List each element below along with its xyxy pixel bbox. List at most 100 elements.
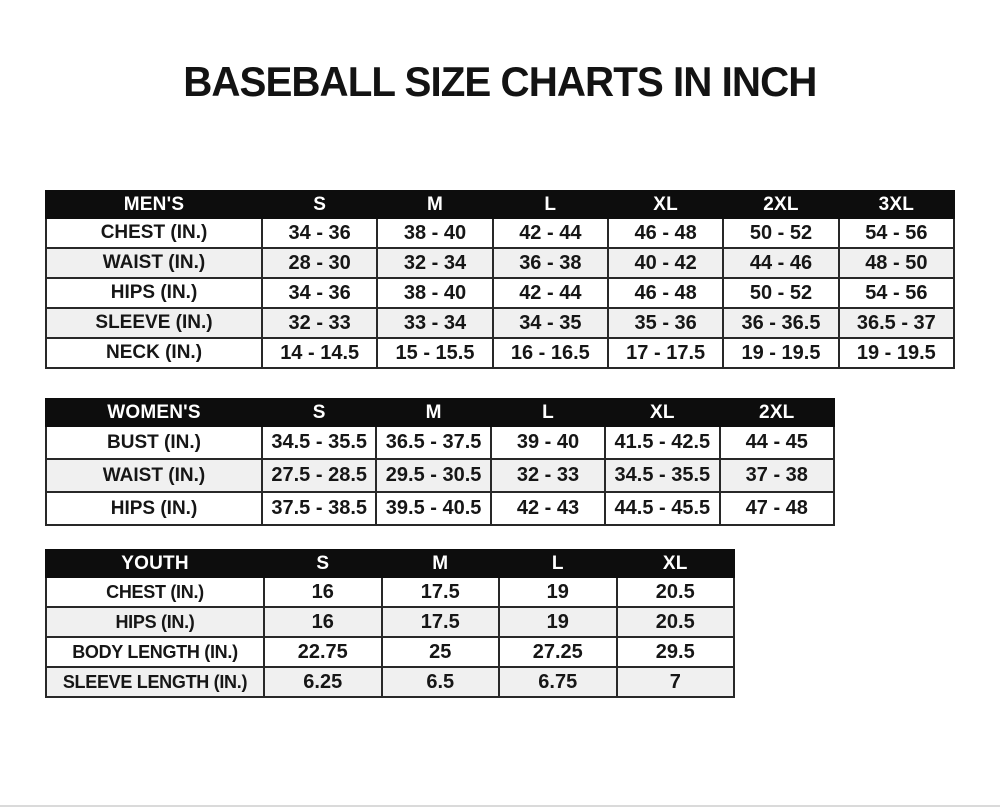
size-value-cell: 19 — [498, 576, 618, 608]
header-row: YOUTH S M L XL — [45, 549, 735, 578]
size-value-cell: 32 - 34 — [376, 247, 494, 279]
table-title-cell: WOMEN'S — [45, 398, 263, 427]
size-value-cell: 17.5 — [380, 606, 500, 638]
size-value-cell: 34 - 35 — [491, 307, 609, 339]
size-column-header: M — [375, 398, 492, 427]
size-value-cell: 39.5 - 40.5 — [375, 491, 492, 526]
size-value-cell: 16 — [263, 606, 383, 638]
table-row: WAIST (IN.) 27.5 - 28.5 29.5 - 30.5 32 - 33… — [45, 458, 836, 493]
size-column-header: XL — [615, 549, 735, 578]
size-value-cell: 42 - 43 — [489, 491, 607, 526]
size-value-cell: 7 — [615, 666, 735, 698]
size-value-cell: 32 - 33 — [260, 307, 379, 339]
size-value-cell: 6.25 — [263, 666, 383, 698]
table-row: CHEST (IN.) 34 - 36 38 - 40 42 - 44 46 - 48 5… — [45, 217, 956, 249]
size-value-cell: 39 - 40 — [489, 425, 607, 460]
size-column-header: XL — [604, 398, 721, 427]
table-row: HIPS (IN.) 16 17.5 19 20.5 — [45, 606, 735, 638]
measurement-label: CHEST (IN.) — [45, 576, 265, 608]
size-value-cell: 28 - 30 — [260, 247, 379, 279]
size-value-cell: 42 - 44 — [491, 277, 609, 309]
size-value-cell: 38 - 40 — [376, 277, 494, 309]
size-value-cell: 36.5 - 37.5 — [375, 425, 492, 460]
size-table-womens: WOMEN'S S M L XL 2XL BUST (IN.) 34.5 - 35.5 36.5… — [45, 398, 836, 526]
table-row: HIPS (IN.) 34 - 36 38 - 40 42 - 44 46 - 48 50… — [45, 277, 956, 309]
size-value-cell: 35 - 36 — [606, 307, 725, 339]
size-value-cell: 44 - 46 — [722, 247, 840, 279]
table-row: CHEST (IN.) 16 17.5 19 20.5 — [45, 576, 735, 608]
table-title-cell: YOUTH — [45, 549, 265, 578]
size-value-cell: 41.5 - 42.5 — [604, 425, 721, 460]
bottom-edge-artifact — [0, 805, 1000, 807]
table-row: SLEEVE LENGTH (IN.) 6.25 6.5 6.75 7 — [45, 666, 735, 698]
size-value-cell: 40 - 42 — [606, 247, 725, 279]
page: BASEBALL SIZE CHARTS IN INCH MEN'S S M L XL 2… — [0, 56, 1000, 807]
measurement-label: BODY LENGTH (IN.) — [45, 636, 265, 668]
size-column-header: M — [380, 549, 500, 578]
size-value-cell: 34 - 36 — [260, 217, 379, 249]
size-value-cell: 27.5 - 28.5 — [260, 458, 378, 493]
size-table-youth: YOUTH S M L XL CHEST (IN.) 16 17.5 19 20.5 HIPS (I… — [45, 549, 735, 698]
size-value-cell: 19 - 19.5 — [837, 337, 956, 369]
measurement-label: BUST (IN.) — [45, 425, 263, 460]
size-column-header: S — [263, 549, 383, 578]
size-value-cell: 25 — [380, 636, 500, 668]
size-value-cell: 22.75 — [263, 636, 383, 668]
size-value-cell: 19 - 19.5 — [722, 337, 840, 369]
size-column-header: L — [491, 190, 609, 219]
size-value-cell: 37.5 - 38.5 — [260, 491, 378, 526]
size-value-cell: 48 - 50 — [837, 247, 956, 279]
size-value-cell: 27.25 — [498, 636, 618, 668]
table-row: NECK (IN.) 14 - 14.5 15 - 15.5 16 - 16.5 17 … — [45, 337, 956, 369]
table-row: BUST (IN.) 34.5 - 35.5 36.5 - 37.5 39 - 40 4… — [45, 425, 836, 460]
size-column-header: 3XL — [837, 190, 956, 219]
size-value-cell: 15 - 15.5 — [376, 337, 494, 369]
size-value-cell: 42 - 44 — [491, 217, 609, 249]
size-value-cell: 29.5 — [615, 636, 735, 668]
size-value-cell: 50 - 52 — [722, 277, 840, 309]
size-value-cell: 46 - 48 — [606, 277, 725, 309]
size-value-cell: 33 - 34 — [376, 307, 494, 339]
size-value-cell: 6.75 — [498, 666, 618, 698]
size-column-header: 2XL — [718, 398, 836, 427]
size-value-cell: 37 - 38 — [718, 458, 836, 493]
size-value-cell: 36.5 - 37 — [837, 307, 956, 339]
measurement-label: HIPS (IN.) — [45, 277, 263, 309]
table-row: HIPS (IN.) 37.5 - 38.5 39.5 - 40.5 42 - 43 4… — [45, 491, 836, 526]
size-column-header: 2XL — [722, 190, 840, 219]
measurement-label: SLEEVE (IN.) — [45, 307, 263, 339]
size-value-cell: 50 - 52 — [722, 217, 840, 249]
size-table-mens: MEN'S S M L XL 2XL 3XL CHEST (IN.) 34 - 36 38 - 4… — [45, 190, 956, 369]
measurement-label: SLEEVE LENGTH (IN.) — [45, 666, 265, 698]
size-value-cell: 17.5 — [380, 576, 500, 608]
table-row: SLEEVE (IN.) 32 - 33 33 - 34 34 - 35 35 - 36… — [45, 307, 956, 339]
size-value-cell: 29.5 - 30.5 — [375, 458, 492, 493]
size-column-header: XL — [606, 190, 725, 219]
size-column-header: L — [498, 549, 618, 578]
size-value-cell: 20.5 — [615, 576, 735, 608]
size-value-cell: 44.5 - 45.5 — [604, 491, 721, 526]
size-value-cell: 54 - 56 — [837, 217, 956, 249]
size-value-cell: 17 - 17.5 — [606, 337, 725, 369]
size-value-cell: 6.5 — [380, 666, 500, 698]
size-value-cell: 32 - 33 — [489, 458, 607, 493]
table-row: WAIST (IN.) 28 - 30 32 - 34 36 - 38 40 - 42 4… — [45, 247, 956, 279]
size-column-header: S — [260, 190, 379, 219]
page-title-text: BASEBALL SIZE CHARTS IN INCH — [183, 58, 817, 105]
measurement-label: CHEST (IN.) — [45, 217, 263, 249]
measurement-label: WAIST (IN.) — [45, 458, 263, 493]
size-value-cell: 54 - 56 — [837, 277, 956, 309]
measurement-label: HIPS (IN.) — [45, 491, 263, 526]
size-value-cell: 36 - 36.5 — [722, 307, 840, 339]
header-row: WOMEN'S S M L XL 2XL — [45, 398, 836, 427]
size-value-cell: 16 — [263, 576, 383, 608]
size-value-cell: 34.5 - 35.5 — [604, 458, 721, 493]
size-value-cell: 38 - 40 — [376, 217, 494, 249]
size-value-cell: 14 - 14.5 — [260, 337, 379, 369]
table-title-cell: MEN'S — [45, 190, 263, 219]
measurement-label: NECK (IN.) — [45, 337, 263, 369]
size-value-cell: 19 — [498, 606, 618, 638]
page-title: BASEBALL SIZE CHARTS IN INCH — [0, 56, 1000, 108]
size-value-cell: 44 - 45 — [718, 425, 836, 460]
size-value-cell: 36 - 38 — [491, 247, 609, 279]
